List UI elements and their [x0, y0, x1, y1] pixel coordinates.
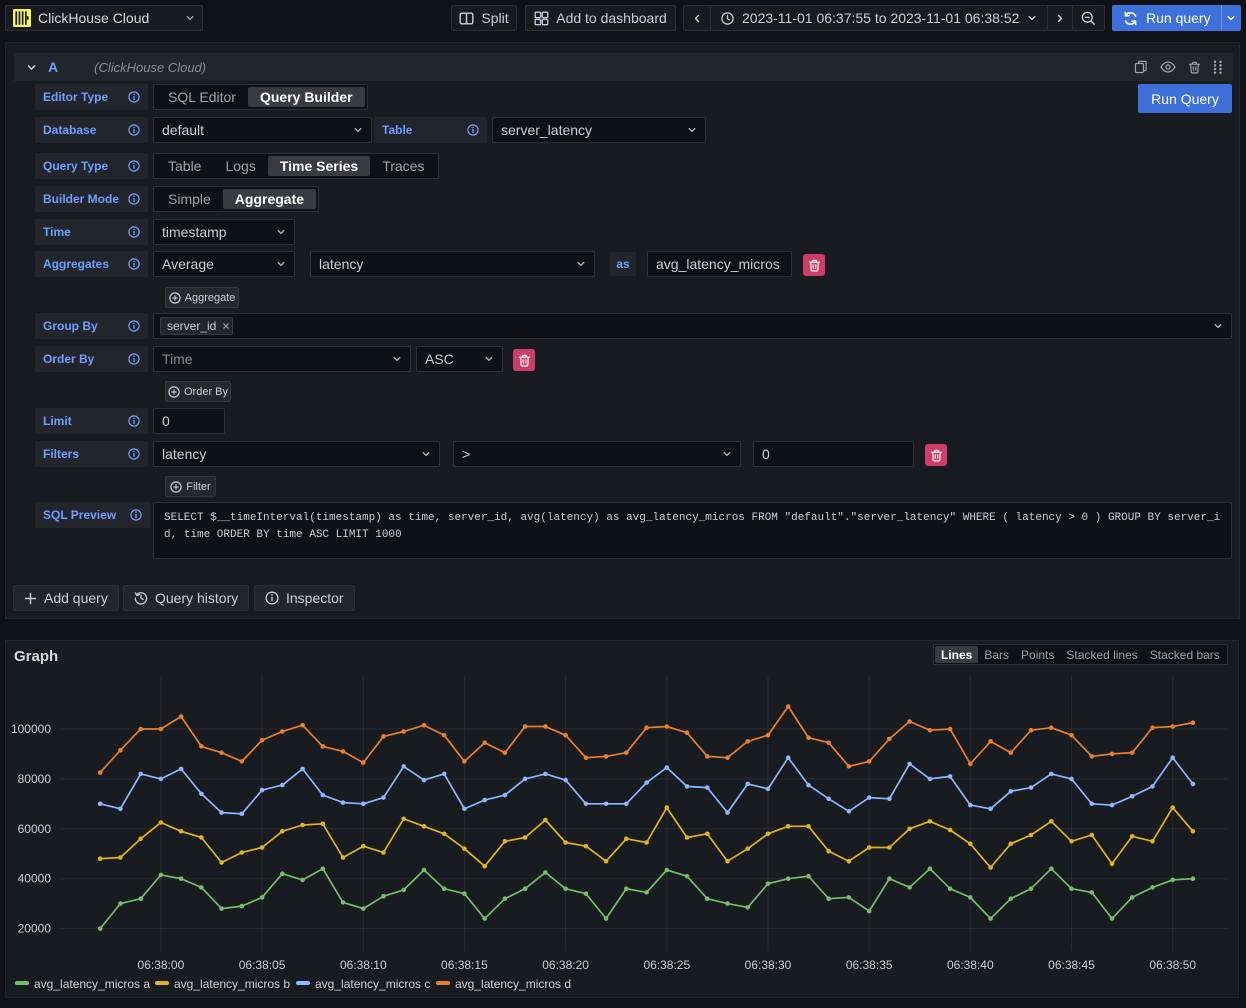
svg-text:80000: 80000	[18, 772, 52, 786]
svg-text:avg_latency_micros c: avg_latency_micros c	[315, 977, 430, 991]
svg-text:avg_latency_micros d: avg_latency_micros d	[455, 977, 571, 991]
svg-text:100000: 100000	[11, 722, 51, 736]
svg-text:06:38:00: 06:38:00	[138, 958, 185, 972]
svg-text:06:38:30: 06:38:30	[745, 958, 792, 972]
svg-text:20000: 20000	[18, 922, 52, 936]
svg-text:06:38:25: 06:38:25	[643, 958, 690, 972]
svg-text:06:38:45: 06:38:45	[1048, 958, 1095, 972]
svg-text:06:38:50: 06:38:50	[1149, 958, 1196, 972]
svg-text:06:38:10: 06:38:10	[340, 958, 387, 972]
svg-text:06:38:20: 06:38:20	[542, 958, 589, 972]
svg-text:avg_latency_micros b: avg_latency_micros b	[174, 977, 290, 991]
svg-text:avg_latency_micros a: avg_latency_micros a	[34, 977, 150, 991]
svg-text:06:38:35: 06:38:35	[846, 958, 893, 972]
svg-text:06:38:40: 06:38:40	[947, 958, 994, 972]
svg-text:06:38:15: 06:38:15	[441, 958, 488, 972]
svg-text:60000: 60000	[18, 822, 52, 836]
svg-text:40000: 40000	[18, 872, 52, 886]
svg-text:06:38:05: 06:38:05	[239, 958, 286, 972]
